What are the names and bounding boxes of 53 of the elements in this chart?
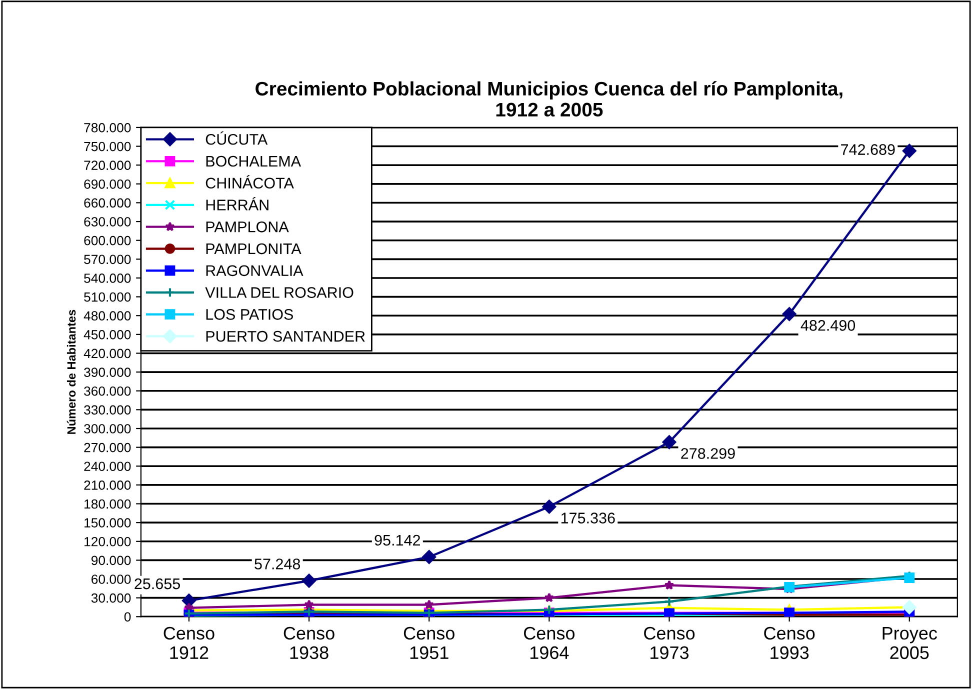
y-tick-label: 750.000 (84, 142, 131, 152)
x-tick-label: Censo 1964 (524, 626, 575, 660)
data-label: 482.490 (800, 320, 856, 331)
x-tick-label: Censo 1951 (404, 626, 454, 660)
y-tick-label: 660.000 (84, 198, 131, 208)
y-tick-label: 300.000 (84, 424, 131, 434)
y-tick-label: 120.000 (84, 536, 131, 546)
y-tick-label: 0 (124, 612, 131, 622)
y-tick-label: 390.000 (84, 368, 131, 377)
y-tick-label: 780.000 (84, 123, 131, 132)
y-tick-label: 480.000 (84, 311, 131, 321)
x-tick-label: Censo 1993 (764, 626, 815, 660)
x-tick-label: Censo 1938 (284, 626, 334, 660)
y-tick-label: 630.000 (84, 217, 131, 226)
y-tick-label: 600.000 (84, 236, 131, 246)
y-tick-label: 510.000 (84, 292, 131, 302)
y-tick-label: 540.000 (84, 274, 131, 283)
legend-label: VILLA DEL ROSARIO (205, 287, 354, 298)
y-tick-label: 450.000 (84, 330, 131, 340)
data-label: 278.299 (681, 448, 735, 459)
x-tick-label: Censo 1912 (164, 626, 214, 660)
legend-label: BOCHALEMA (206, 156, 302, 167)
data-label: 175.336 (561, 512, 615, 524)
y-tick-label: 210.000 (84, 480, 131, 490)
y-tick-label: 330.000 (84, 405, 131, 415)
legend-label: HERRÁN (206, 197, 268, 210)
y-tick-label: 90.000 (91, 556, 131, 566)
y-tick-label: 270.000 (84, 442, 131, 452)
legend-label: RAGONVALIA (206, 265, 304, 276)
chart-title: Crecimiento Poblacional Municipios Cuenca del río Pamplonita, 1912 a 2005 (256, 81, 842, 117)
legend-label: CHINÁCOTA (206, 175, 294, 189)
y-tick-label: 180.000 (84, 499, 131, 509)
legend-label: CÚCUTA (206, 131, 268, 145)
x-tick-label: Censo 1973 (644, 626, 695, 660)
y-tick-label: 570.000 (84, 254, 131, 264)
y-tick-label: 360.000 (84, 386, 131, 396)
legend-label: PUERTO SANTANDER (206, 330, 365, 342)
legend-label: PAMPLONA (206, 222, 289, 232)
y-tick-label: 240.000 (84, 462, 131, 472)
y-tick-label: 30.000 (91, 593, 131, 603)
y-tick-label: 720.000 (84, 160, 131, 170)
data-label: 742.689 (841, 144, 895, 155)
data-label: 25.655 (134, 578, 180, 590)
y-tick-label: 60.000 (92, 574, 131, 584)
y-tick-label: 150.000 (84, 518, 131, 528)
x-tick-label: Proyec 2005 (882, 627, 938, 660)
data-label: 57.248 (254, 558, 300, 570)
data-label: 95.142 (374, 534, 420, 546)
legend-label: LOS PATIOS (206, 309, 293, 320)
y-tick-label: 690.000 (84, 179, 131, 189)
legend-label: PAMPLONITA (206, 243, 302, 254)
y-tick-label: 420.000 (84, 348, 131, 358)
y-axis-title: Número de Habitantes (66, 310, 76, 434)
